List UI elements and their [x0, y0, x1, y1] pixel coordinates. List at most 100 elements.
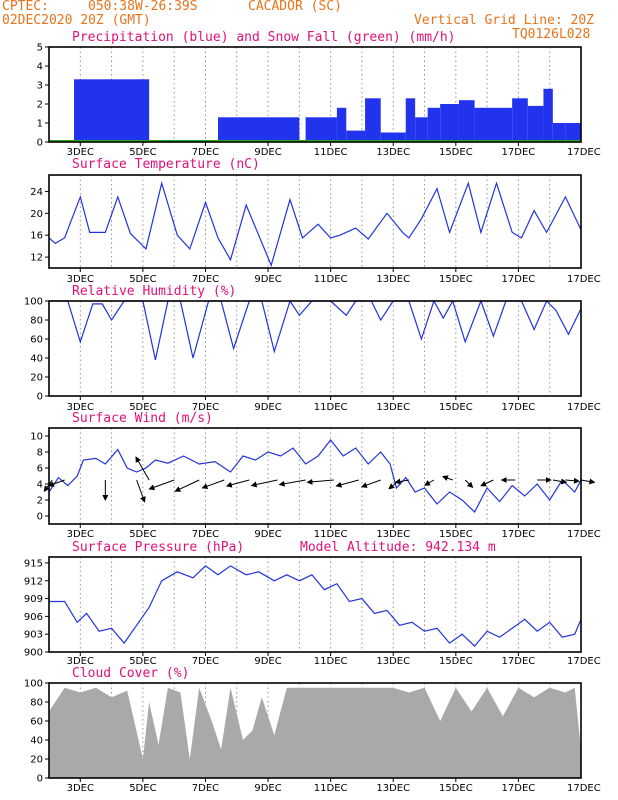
- x-tick-label: 5DEC: [129, 402, 156, 413]
- x-tick-label: 5DEC: [129, 529, 156, 540]
- x-tick-label: 17DEC: [567, 783, 601, 794]
- x-tick-label: 7DEC: [192, 147, 219, 158]
- x-tick-label: 9DEC: [254, 402, 281, 413]
- x-tick-label: 17DEC: [502, 274, 536, 285]
- temp-title: Surface Temperature (nC): [72, 157, 260, 172]
- x-tick-label: 15DEC: [439, 529, 473, 540]
- x-tick-label: 3DEC: [67, 656, 94, 667]
- wind-arrow: [250, 479, 278, 488]
- cloud-area: [49, 687, 581, 778]
- header-source: CPTEC:: [2, 0, 49, 14]
- panel-wind: 0 2 4 6 8 10 3DEC 5DEC 7DEC 9DEC 11DEC 13DEC 15DEC 17…: [30, 411, 600, 540]
- wind-arrow: [552, 478, 568, 485]
- wind-arrow: [424, 479, 435, 486]
- x-tick-label: 17DEC: [502, 656, 536, 667]
- x-tick-label: 3DEC: [67, 402, 94, 413]
- y-tick-label: 80: [30, 316, 43, 327]
- y-tick-label: 0: [37, 512, 43, 523]
- rh-frame: [48, 300, 582, 397]
- x-tick-label: 15DEC: [439, 274, 473, 285]
- wind-arrow: [580, 478, 596, 485]
- y-tick-label: 5: [37, 43, 43, 54]
- precip-bar: [346, 130, 366, 142]
- y-tick-label: 909: [24, 594, 43, 605]
- wind-arrow: [174, 479, 200, 492]
- wind-arrow: [201, 479, 225, 490]
- precip-title: Precipitation (blue) and Snow Fall (gree…: [72, 30, 456, 45]
- x-tick-label: 7DEC: [192, 783, 219, 794]
- wind-arrow: [565, 477, 580, 484]
- x-tick-label: 13DEC: [376, 402, 410, 413]
- precip-bar: [527, 105, 544, 142]
- x-tick-label: 13DEC: [376, 529, 410, 540]
- y-tick-label: 912: [24, 576, 43, 587]
- y-tick-label: 16: [30, 231, 43, 242]
- pressure-title: Surface Pressure (hPa): [72, 540, 244, 555]
- x-tick-label: 11DEC: [314, 274, 348, 285]
- header-code: TQ0126L028: [512, 27, 591, 42]
- x-tick-label: 17DEC: [567, 274, 601, 285]
- precip-bar: [427, 107, 441, 142]
- y-tick-label: 8: [37, 448, 43, 459]
- x-tick-label: 9DEC: [254, 783, 281, 794]
- precip-bar: [496, 107, 513, 142]
- x-tick-label: 17DEC: [502, 402, 536, 413]
- x-tick-label: 3DEC: [67, 147, 94, 158]
- rh-series-line: [49, 299, 582, 361]
- wind-arrow: [306, 478, 334, 485]
- cloud-title: Cloud Cover (%): [72, 666, 189, 681]
- x-tick-label: 17DEC: [502, 147, 536, 158]
- y-tick-label: 4: [37, 480, 43, 491]
- header-coords: 050:38W-26:39S: [88, 0, 198, 14]
- y-tick-label: 903: [24, 630, 43, 641]
- y-tick-label: 2: [37, 496, 43, 507]
- y-tick-label: 40: [30, 354, 43, 365]
- wind-arrow: [464, 479, 474, 489]
- precip-bar: [474, 107, 497, 142]
- precip-frame: [48, 46, 582, 143]
- precip-bar: [415, 117, 428, 142]
- wind-arrow: [136, 479, 146, 503]
- y-tick-label: 80: [30, 698, 43, 709]
- wind-arrow: [278, 479, 306, 487]
- precip-bar: [380, 132, 406, 142]
- x-tick-label: 11DEC: [314, 529, 348, 540]
- x-tick-label: 5DEC: [129, 783, 156, 794]
- rh-title: Relative Humidity (%): [72, 284, 236, 299]
- y-tick-label: 40: [30, 736, 43, 747]
- x-tick-label: 17DEC: [567, 402, 601, 413]
- x-tick-label: 3DEC: [67, 274, 94, 285]
- x-tick-label: 13DEC: [376, 783, 410, 794]
- panel-rh: 0 20 40 60 80 100 3DEC 5DEC 7DEC 9DEC 11DEC 13DEC 15…: [24, 284, 601, 413]
- x-tick-label: 7DEC: [192, 656, 219, 667]
- precip-bar: [217, 117, 300, 142]
- precip-bar: [405, 98, 416, 142]
- x-tick-label: 11DEC: [314, 402, 348, 413]
- y-tick-label: 0: [37, 138, 43, 149]
- x-tick-label: 17DEC: [502, 783, 536, 794]
- wind-title: Surface Wind (m/s): [72, 411, 213, 426]
- precip-bar: [365, 98, 381, 142]
- y-tick-label: 60: [30, 335, 43, 346]
- y-tick-label: 100: [24, 679, 43, 690]
- x-tick-label: 13DEC: [376, 274, 410, 285]
- x-tick-label: 15DEC: [439, 147, 473, 158]
- temp-series-line: [48, 180, 582, 268]
- x-tick-label: 17DEC: [567, 147, 601, 158]
- precip-bar: [543, 88, 553, 142]
- header-location: CACADOR (SC): [248, 0, 342, 14]
- panel-pressure: 900 903 906 909 912 915 3DEC 5DEC 7DEC 9DEC 11DEC 1…: [24, 540, 601, 667]
- y-tick-label: 900: [24, 648, 43, 659]
- header-date: 02DEC2020 20Z (GMT): [2, 13, 151, 28]
- x-tick-label: 15DEC: [439, 783, 473, 794]
- y-tick-label: 906: [24, 612, 43, 623]
- x-tick-label: 9DEC: [254, 529, 281, 540]
- x-tick-label: 17DEC: [567, 656, 601, 667]
- y-tick-label: 4: [37, 62, 43, 73]
- header-grid-note: Vertical Grid Line: 20Z: [414, 13, 595, 28]
- x-tick-label: 3DEC: [67, 529, 94, 540]
- y-tick-label: 24: [30, 187, 43, 198]
- precip-bar: [512, 98, 528, 142]
- x-tick-label: 17DEC: [567, 529, 601, 540]
